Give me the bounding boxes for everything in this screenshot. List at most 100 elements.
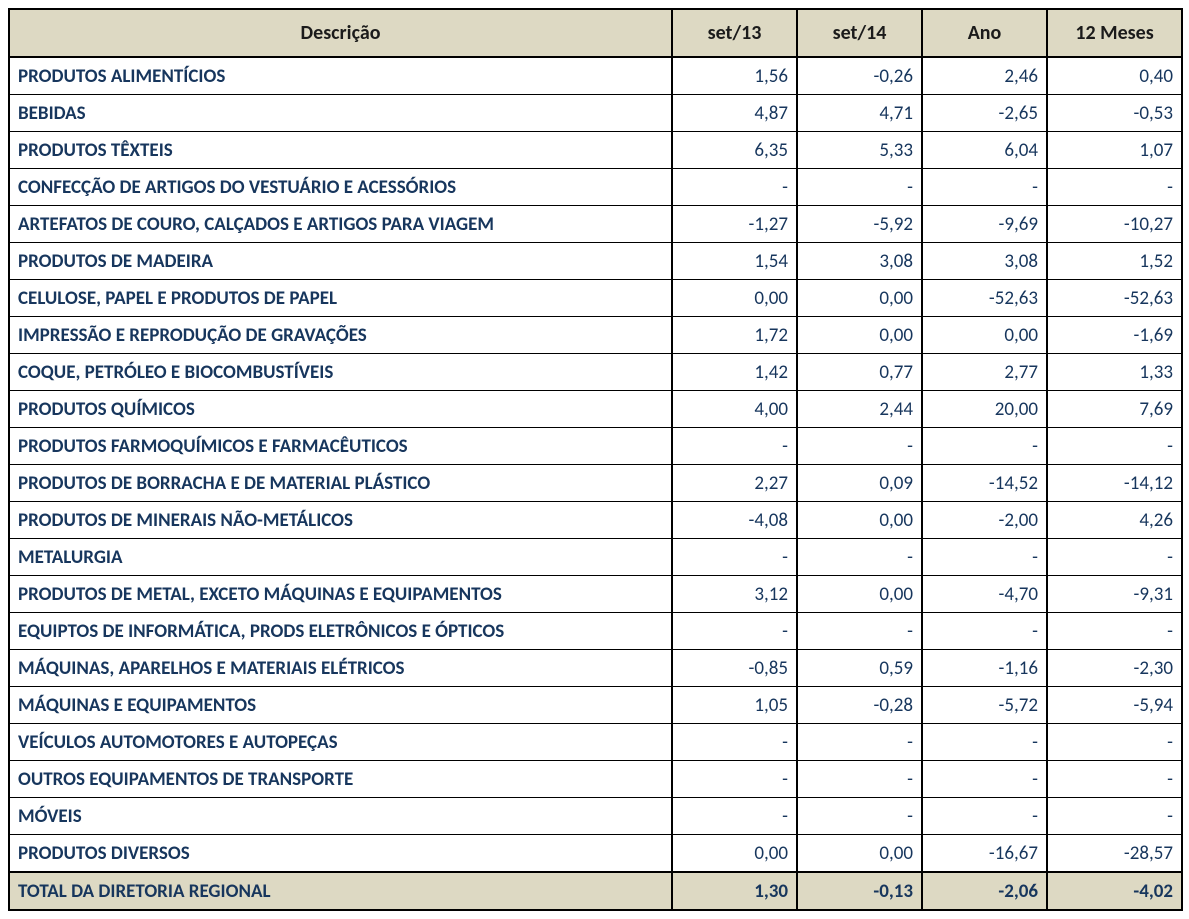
- table-row: PRODUTOS TÊXTEIS6,355,336,041,07: [9, 132, 1182, 169]
- cell-descricao: IMPRESSÃO E REPRODUÇÃO DE GRAVAÇÕES: [9, 317, 672, 354]
- cell-value: -: [922, 169, 1047, 206]
- cell-value: 1,52: [1047, 243, 1182, 280]
- cell-descricao: PRODUTOS DE MINERAIS NÃO-METÁLICOS: [9, 502, 672, 539]
- table-row: EQUIPTOS DE INFORMÁTICA, PRODS ELETRÔNIC…: [9, 613, 1182, 650]
- cell-value: 20,00: [922, 391, 1047, 428]
- cell-descricao: EQUIPTOS DE INFORMÁTICA, PRODS ELETRÔNIC…: [9, 613, 672, 650]
- cell-value: 0,00: [797, 317, 922, 354]
- cell-descricao: MÁQUINAS E EQUIPAMENTOS: [9, 687, 672, 724]
- cell-value: -2,00: [922, 502, 1047, 539]
- cell-descricao: PRODUTOS DE METAL, EXCETO MÁQUINAS E EQU…: [9, 576, 672, 613]
- cell-value: 1,42: [672, 354, 797, 391]
- cell-value: -: [1047, 798, 1182, 835]
- cell-descricao: PRODUTOS DE BORRACHA E DE MATERIAL PLÁST…: [9, 465, 672, 502]
- cell-total-value: 1,30: [672, 872, 797, 910]
- cell-descricao: PRODUTOS TÊXTEIS: [9, 132, 672, 169]
- cell-value: 1,54: [672, 243, 797, 280]
- table-header: Descrição set/13 set/14 Ano 12 Meses: [9, 9, 1182, 57]
- table-row: COQUE, PETRÓLEO E BIOCOMBUSTÍVEIS1,420,7…: [9, 354, 1182, 391]
- table-row: CELULOSE, PAPEL E PRODUTOS DE PAPEL0,000…: [9, 280, 1182, 317]
- table-row: VEÍCULOS AUTOMOTORES E AUTOPEÇAS----: [9, 724, 1182, 761]
- table-row-total: TOTAL DA DIRETORIA REGIONAL1,30-0,13-2,0…: [9, 872, 1182, 910]
- table-body: PRODUTOS ALIMENTÍCIOS1,56-0,262,460,40BE…: [9, 57, 1182, 910]
- table-row: IMPRESSÃO E REPRODUÇÃO DE GRAVAÇÕES1,720…: [9, 317, 1182, 354]
- cell-value: -9,69: [922, 206, 1047, 243]
- cell-value: 7,69: [1047, 391, 1182, 428]
- cell-value: 3,12: [672, 576, 797, 613]
- cell-value: -: [922, 428, 1047, 465]
- table-row: PRODUTOS ALIMENTÍCIOS1,56-0,262,460,40: [9, 57, 1182, 95]
- col-header-set13: set/13: [672, 9, 797, 57]
- table-row: METALURGIA----: [9, 539, 1182, 576]
- table-row: PRODUTOS DE METAL, EXCETO MÁQUINAS E EQU…: [9, 576, 1182, 613]
- cell-descricao: PRODUTOS ALIMENTÍCIOS: [9, 57, 672, 95]
- data-table: Descrição set/13 set/14 Ano 12 Meses PRO…: [8, 8, 1183, 911]
- table-row: PRODUTOS DIVERSOS0,000,00-16,67-28,57: [9, 835, 1182, 873]
- col-header-ano: Ano: [922, 9, 1047, 57]
- cell-value: -: [672, 613, 797, 650]
- cell-value: -0,85: [672, 650, 797, 687]
- cell-descricao: MÁQUINAS, APARELHOS E MATERIAIS ELÉTRICO…: [9, 650, 672, 687]
- cell-descricao: CELULOSE, PAPEL E PRODUTOS DE PAPEL: [9, 280, 672, 317]
- cell-value: -28,57: [1047, 835, 1182, 873]
- cell-value: 0,00: [797, 502, 922, 539]
- cell-descricao: METALURGIA: [9, 539, 672, 576]
- cell-value: -5,72: [922, 687, 1047, 724]
- table-row: MÁQUINAS, APARELHOS E MATERIAIS ELÉTRICO…: [9, 650, 1182, 687]
- cell-value: -: [797, 539, 922, 576]
- cell-descricao: OUTROS EQUIPAMENTOS DE TRANSPORTE: [9, 761, 672, 798]
- cell-value: 1,72: [672, 317, 797, 354]
- cell-value: 4,00: [672, 391, 797, 428]
- cell-value: 0,77: [797, 354, 922, 391]
- cell-value: -: [922, 724, 1047, 761]
- cell-descricao: PRODUTOS DIVERSOS: [9, 835, 672, 873]
- cell-value: 1,05: [672, 687, 797, 724]
- cell-total-value: -0,13: [797, 872, 922, 910]
- col-header-descricao: Descrição: [9, 9, 672, 57]
- cell-value: 0,00: [797, 280, 922, 317]
- table-row: PRODUTOS DE MINERAIS NÃO-METÁLICOS-4,080…: [9, 502, 1182, 539]
- cell-value: -52,63: [1047, 280, 1182, 317]
- cell-value: -1,69: [1047, 317, 1182, 354]
- cell-value: -0,28: [797, 687, 922, 724]
- cell-value: 2,27: [672, 465, 797, 502]
- cell-value: -2,30: [1047, 650, 1182, 687]
- cell-value: 4,87: [672, 95, 797, 132]
- cell-value: -: [1047, 428, 1182, 465]
- cell-value: 2,46: [922, 57, 1047, 95]
- cell-descricao: COQUE, PETRÓLEO E BIOCOMBUSTÍVEIS: [9, 354, 672, 391]
- cell-value: 0,00: [672, 835, 797, 873]
- cell-value: -4,08: [672, 502, 797, 539]
- table-row: PRODUTOS DE MADEIRA1,543,083,081,52: [9, 243, 1182, 280]
- table-row: OUTROS EQUIPAMENTOS DE TRANSPORTE----: [9, 761, 1182, 798]
- cell-value: 0,00: [922, 317, 1047, 354]
- cell-value: 6,35: [672, 132, 797, 169]
- cell-value: -1,16: [922, 650, 1047, 687]
- table-row: MÓVEIS----: [9, 798, 1182, 835]
- cell-value: -: [797, 169, 922, 206]
- cell-value: -52,63: [922, 280, 1047, 317]
- cell-value: -: [922, 798, 1047, 835]
- cell-value: -: [797, 798, 922, 835]
- cell-value: -16,67: [922, 835, 1047, 873]
- cell-value: -: [797, 613, 922, 650]
- cell-value: -5,94: [1047, 687, 1182, 724]
- cell-value: -1,27: [672, 206, 797, 243]
- table-row: CONFECÇÃO DE ARTIGOS DO VESTUÁRIO E ACES…: [9, 169, 1182, 206]
- cell-descricao: MÓVEIS: [9, 798, 672, 835]
- cell-value: 1,33: [1047, 354, 1182, 391]
- cell-value: -: [797, 428, 922, 465]
- cell-descricao: PRODUTOS FARMOQUÍMICOS E FARMACÊUTICOS: [9, 428, 672, 465]
- cell-value: -0,26: [797, 57, 922, 95]
- cell-value: -5,92: [797, 206, 922, 243]
- cell-value: 0,59: [797, 650, 922, 687]
- cell-value: 0,00: [672, 280, 797, 317]
- cell-value: -: [672, 798, 797, 835]
- cell-value: 6,04: [922, 132, 1047, 169]
- cell-descricao: VEÍCULOS AUTOMOTORES E AUTOPEÇAS: [9, 724, 672, 761]
- table-row: BEBIDAS4,874,71-2,65-0,53: [9, 95, 1182, 132]
- cell-value: 5,33: [797, 132, 922, 169]
- cell-value: 2,44: [797, 391, 922, 428]
- cell-total-value: -4,02: [1047, 872, 1182, 910]
- cell-value: -: [1047, 761, 1182, 798]
